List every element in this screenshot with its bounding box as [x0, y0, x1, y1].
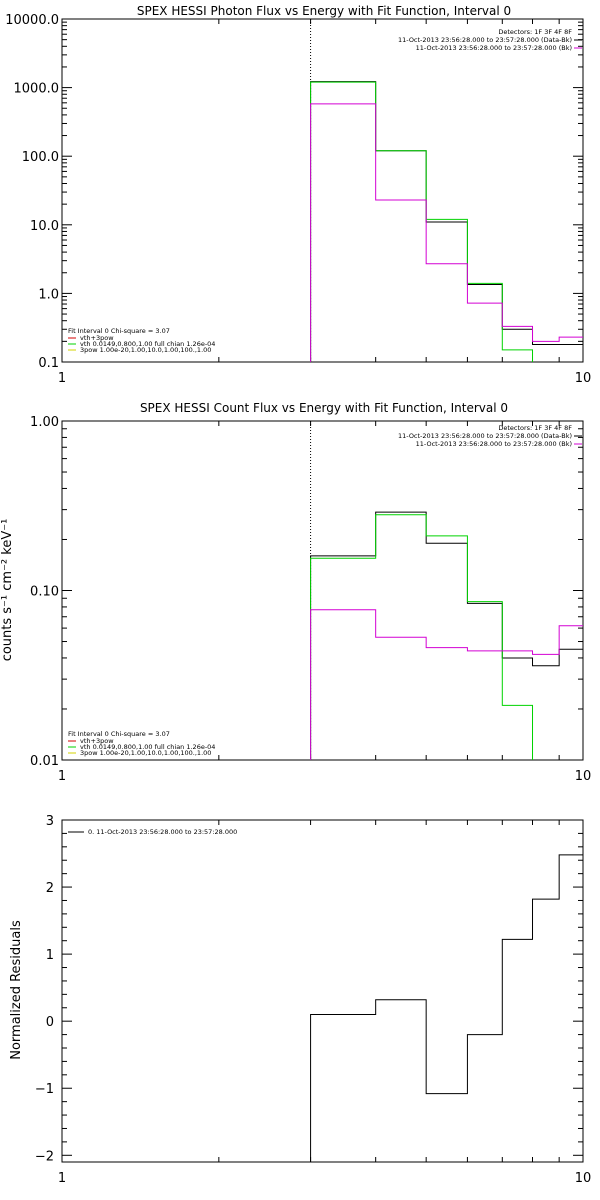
- legend-fit-3pow: 3pow 1.00e-20,1.00,10.0,1.00,100.,1.00: [80, 749, 211, 757]
- axes-box: [61, 18, 584, 363]
- plot-marks: [310, 19, 583, 362]
- y-tick-label: 0: [46, 1015, 54, 1030]
- y-tick-label: 10000.0: [5, 13, 59, 28]
- y-tick-label: −2: [35, 1149, 54, 1164]
- series-line-1: [310, 81, 534, 362]
- legend-label-bk: 11-Oct-2013 23:56:28.000 to 23:57:28.000…: [416, 440, 572, 448]
- axes-box: [61, 819, 584, 1163]
- legend-fit-vth: vth 0.0149,0.800,1.00 full chian 1.26e-0…: [80, 743, 215, 751]
- series-line-1: [310, 514, 534, 760]
- x-tick-labels: 1 10: [58, 769, 591, 784]
- plot-frame: [61, 18, 584, 363]
- legend-fit-vth: vth 0.0149,0.800,1.00 full chian 1.26e-0…: [80, 340, 215, 348]
- chart-title: SPEX HESSI Photon Flux vs Energy with Fi…: [137, 4, 511, 18]
- axes-box: [61, 420, 584, 761]
- legend-header: Detectors: 1F 3F 4F 8F: [498, 424, 572, 432]
- legend-fit-total: vth+3pow: [80, 737, 114, 745]
- plot-marks: [310, 854, 583, 1162]
- series-line-0: [310, 854, 583, 1162]
- y-tick-label: −1: [35, 1082, 54, 1097]
- series-line-0: [310, 511, 583, 760]
- y-axis-label: Normalized Residuals: [9, 920, 24, 1060]
- photon-flux-chart: SPEX HESSI Photon Flux vs Energy with Fi…: [5, 4, 591, 386]
- chart-title: SPEX HESSI Count Flux vs Energy with Fit…: [140, 401, 508, 415]
- legend-detectors: Detectors: 1F 3F 4F 8F 11-Oct-2013 23:56…: [398, 424, 582, 448]
- x-tick-label: 1: [58, 769, 66, 784]
- y-tick-label: 1: [46, 948, 54, 963]
- y-tick-label: 2: [46, 881, 54, 896]
- series-line-0: [310, 81, 583, 362]
- legend-header: Detectors: 1F 3F 4F 8F: [498, 28, 572, 36]
- series-line-2: [310, 609, 583, 760]
- legend-label-data-bk: 11-Oct-2013 23:56:28.000 to 23:57:28.000…: [398, 36, 572, 44]
- y-tick-label: 10.0: [30, 219, 59, 234]
- legend-fit-3pow: 3pow 1.00e-20,1.00,10.0,1.00,100.,1.00: [80, 346, 211, 354]
- x-tick-label: 10: [575, 371, 592, 386]
- y-axis-label: counts s⁻¹ cm⁻² keV⁻¹: [0, 519, 15, 662]
- x-tick-labels: 1 10: [58, 1171, 591, 1186]
- x-tick-labels: 1 10: [58, 371, 591, 386]
- series-line-2: [310, 103, 583, 362]
- plot-marks: [310, 421, 583, 760]
- legend-label-data-bk: 11-Oct-2013 23:56:28.000 to 23:57:28.000…: [398, 432, 572, 440]
- x-tick-label: 10: [575, 1171, 592, 1186]
- y-tick-label: 1000.0: [14, 82, 60, 97]
- x-tick-label: 10: [575, 769, 592, 784]
- legend-detectors: Detectors: 1F 3F 4F 8F 11-Oct-2013 23:56…: [398, 28, 582, 52]
- legend-label-residuals: 0. 11-Oct-2013 23:56:28.000 to 23:57:28.…: [88, 828, 237, 836]
- legend-fit-header: Fit Interval 0 Chi-square = 3.07: [68, 730, 170, 738]
- y-tick-label: 1.00: [30, 415, 59, 430]
- x-tick-label: 1: [58, 1171, 66, 1186]
- y-tick-labels: 0.1 1.0 10.0 100.0 1000.0 10000.0: [5, 13, 59, 371]
- y-tick-label: 100.0: [22, 150, 59, 165]
- plot-frame: [61, 420, 584, 761]
- x-tick-label: 1: [58, 371, 66, 386]
- y-tick-label: 3: [46, 814, 54, 829]
- y-tick-labels: −2 −1 0 1 2 3: [35, 814, 54, 1164]
- legend-fit: Fit Interval 0 Chi-square = 3.07 vth+3po…: [68, 327, 215, 354]
- y-tick-label: 0.01: [30, 754, 59, 769]
- count-flux-chart: SPEX HESSI Count Flux vs Energy with Fit…: [0, 401, 591, 784]
- legend-fit: Fit Interval 0 Chi-square = 3.07 vth+3po…: [68, 730, 215, 757]
- y-tick-label: 0.10: [30, 585, 59, 600]
- legend-fit-header: Fit Interval 0 Chi-square = 3.07: [68, 327, 170, 335]
- legend-label-bk: 11-Oct-2013 23:56:28.000 to 23:57:28.000…: [416, 44, 572, 52]
- y-tick-label: 0.1: [38, 356, 59, 371]
- y-tick-labels: 0.01 0.10 1.00: [30, 415, 59, 769]
- legend-residuals: 0. 11-Oct-2013 23:56:28.000 to 23:57:28.…: [68, 828, 237, 836]
- plot-frame: [61, 819, 584, 1163]
- legend-fit-total: vth+3pow: [80, 334, 114, 342]
- residuals-chart: Normalized Residuals −2 −1 0 1 2 3 1 10 0. 11-…: [9, 814, 591, 1186]
- y-tick-label: 1.0: [38, 287, 59, 302]
